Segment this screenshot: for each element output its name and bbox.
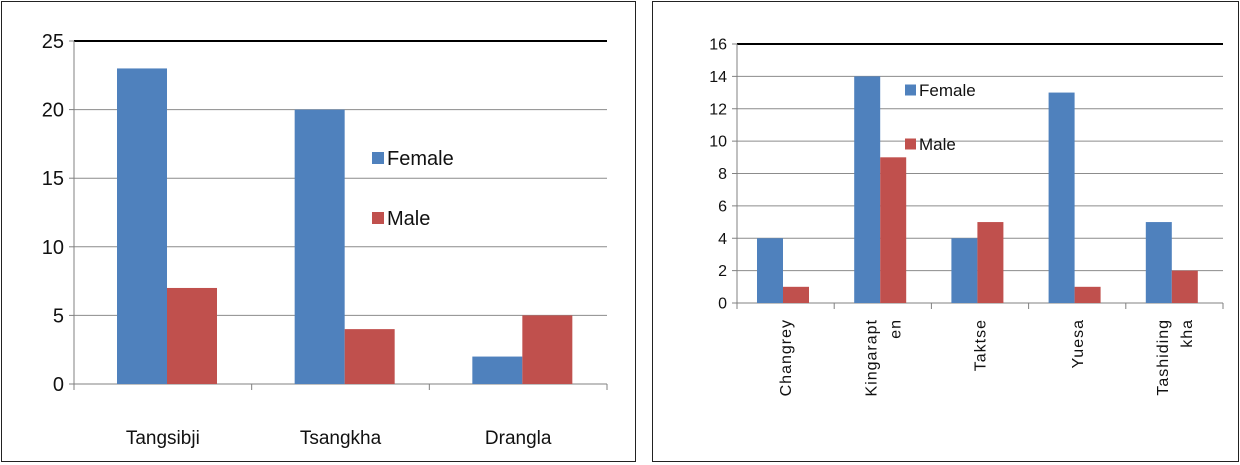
bar-male-1 xyxy=(880,157,907,303)
y-tick-label: 16 xyxy=(709,37,727,54)
x-tick-label: Taktse xyxy=(973,319,990,371)
y-tick-label: 5 xyxy=(53,305,64,327)
x-tick-label: Kingarapt xyxy=(863,319,880,397)
y-tick-label: 10 xyxy=(42,237,64,259)
x-tick-label: en xyxy=(887,319,904,339)
x-tick-label-group: Yuesa xyxy=(1070,319,1087,368)
y-tick-label: 14 xyxy=(709,69,727,86)
y-tick-label: 0 xyxy=(53,374,64,396)
bar-male-2 xyxy=(522,315,573,384)
bar-female-0 xyxy=(117,68,167,384)
y-tick-label: 12 xyxy=(709,101,727,118)
x-tick-label: kha xyxy=(1179,319,1196,348)
bar-male-0 xyxy=(167,287,217,384)
legend-swatch-female xyxy=(905,84,916,96)
chart-right: 0 2 4 6 8 10 12 14 16 Changrey Kingarapt en Taktse Yu… xyxy=(709,37,1224,397)
legend-label-male: Male xyxy=(919,135,956,154)
y-tick-label: 8 xyxy=(718,166,727,183)
legend-swatch-female xyxy=(372,152,384,164)
x-tick-label: Drangla xyxy=(485,428,552,449)
x-tick-label: Tsangkha xyxy=(300,428,382,449)
x-tick-label: Yuesa xyxy=(1070,319,1087,368)
bar-male-1 xyxy=(344,329,395,384)
bar-female-2 xyxy=(951,238,978,303)
y-tick-label: 2 xyxy=(718,263,727,280)
y-tick-label: 4 xyxy=(718,231,727,248)
chart-panel-left: 0 5 10 15 20 25 Tangsibji Tsangkha Drangla Female… xyxy=(1,1,636,462)
legend-label-female: Female xyxy=(919,81,976,100)
y-tick-label: 10 xyxy=(709,134,727,151)
x-tick-label-group: Tashiding kha xyxy=(1155,319,1196,396)
y-tick-label: 15 xyxy=(42,168,64,190)
bar-female-3 xyxy=(1048,92,1075,303)
x-tick-label-group: Kingarapt en xyxy=(863,319,904,397)
chart-left: 0 5 10 15 20 25 Tangsibji Tsangkha Drangla Female… xyxy=(42,31,608,449)
x-tick-label: Tashiding xyxy=(1155,319,1172,396)
bar-female-1 xyxy=(854,76,881,303)
legend-swatch-male xyxy=(372,212,384,224)
x-tick-label: Tangsibji xyxy=(126,428,200,449)
bar-female-4 xyxy=(1145,222,1172,303)
x-tick-label: Changrey xyxy=(778,319,795,396)
bar-female-1 xyxy=(294,109,345,384)
legend-swatch-male xyxy=(905,138,916,150)
y-tick-label: 0 xyxy=(718,296,727,313)
y-tick-label: 25 xyxy=(42,31,64,53)
legend-label-female: Female xyxy=(387,148,454,170)
bar-male-2 xyxy=(977,222,1004,303)
y-tick-label: 20 xyxy=(42,100,64,122)
bar-male-0 xyxy=(783,286,809,303)
y-tick-label: 6 xyxy=(718,198,727,215)
chart-panel-right: 0 2 4 6 8 10 12 14 16 Changrey Kingarapt en Taktse Yu… xyxy=(652,1,1239,462)
bar-female-0 xyxy=(757,238,783,303)
bar-female-2 xyxy=(472,356,523,384)
legend-label-male: Male xyxy=(387,208,430,230)
x-tick-label-group: Changrey xyxy=(778,319,795,396)
bar-male-3 xyxy=(1074,286,1101,303)
bar-male-4 xyxy=(1171,270,1198,303)
x-tick-label-group: Taktse xyxy=(973,319,990,371)
